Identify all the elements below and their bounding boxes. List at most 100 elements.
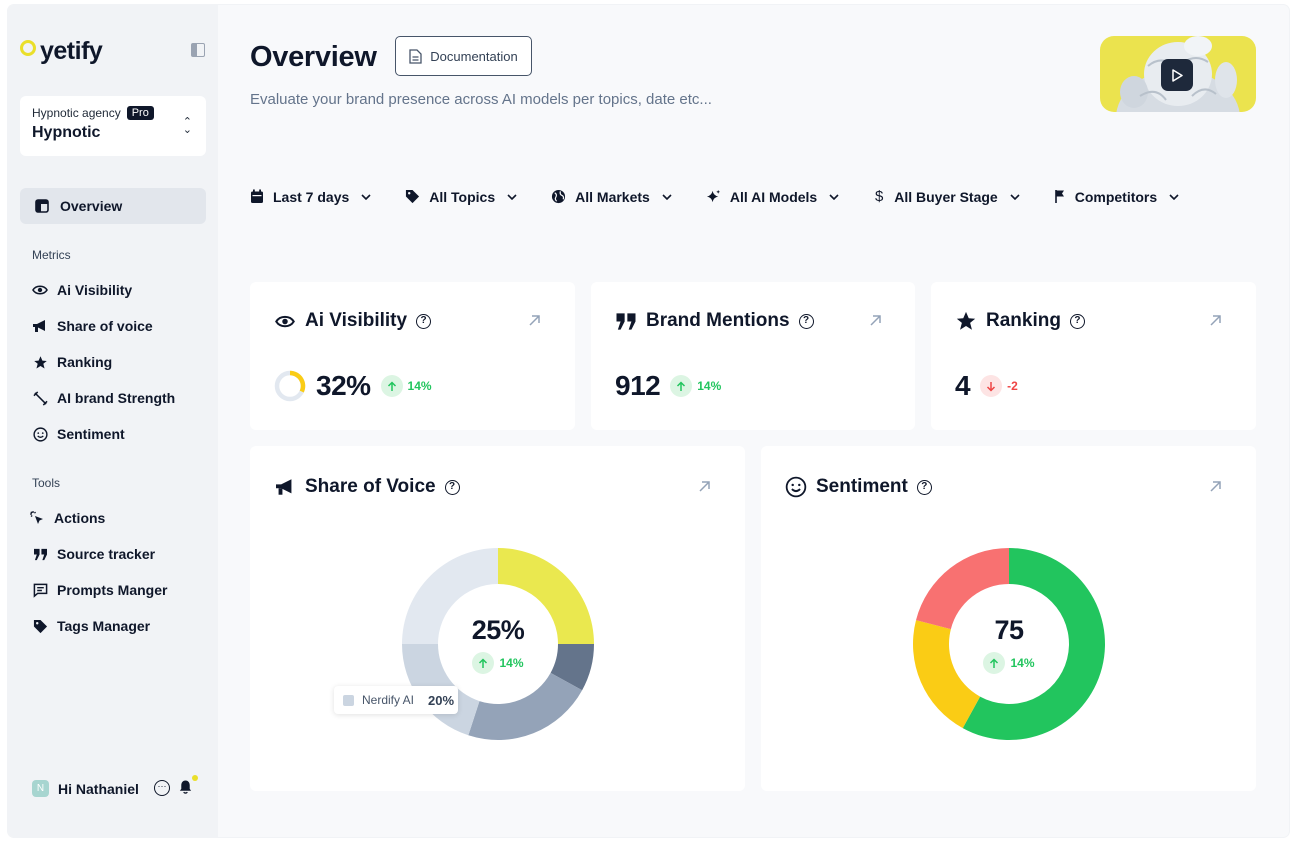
cursor-click-icon (29, 510, 45, 526)
sidebar-item-source-tracker[interactable]: Source tracker (32, 546, 155, 562)
sentiment-donut-chart: 75 14% (912, 547, 1106, 741)
tag-icon (406, 189, 420, 204)
filter-label: All Markets (575, 188, 650, 205)
arrow-up-right-icon[interactable] (1209, 480, 1222, 493)
chevron-down-icon (662, 193, 672, 200)
tools-section-label: Tools (32, 476, 61, 490)
sidebar-item-label: AI brand Strength (57, 390, 176, 406)
megaphone-icon (32, 318, 48, 334)
filter-markets[interactable]: All Markets (551, 188, 672, 205)
delta-badge: 14% (912, 652, 1106, 674)
donut-slice[interactable] (550, 644, 594, 691)
arrow-up-right-icon[interactable] (528, 314, 541, 327)
donut-slice[interactable] (498, 548, 594, 644)
sidebar-item-label: Source tracker (57, 546, 156, 562)
delta-badge: 14% (380, 375, 432, 397)
sidebar-item-label: Prompts Manger (57, 582, 168, 598)
filter-topics[interactable]: All Topics (405, 188, 517, 205)
help-icon[interactable]: ? (444, 479, 460, 495)
documentation-button[interactable]: Documentation (395, 36, 532, 76)
more-icon[interactable]: ··· (154, 780, 170, 796)
user-greeting: Hi Nathaniel (58, 780, 139, 797)
donut-slice[interactable] (916, 548, 1009, 630)
main-content: Overview Documentation Evaluate your bra… (218, 5, 1289, 837)
delta-badge: 14% (670, 375, 721, 397)
delta-value: 14% (499, 656, 524, 670)
ranking-card: Ranking ? 4 -2 (931, 282, 1256, 430)
notification-dot (192, 775, 198, 781)
sidebar-item-actions[interactable]: Actions (29, 510, 105, 526)
sidebar-item-label: Tags Manager (57, 618, 151, 634)
help-icon[interactable]: ? (916, 479, 932, 495)
card-title: Ai Visibility (305, 310, 408, 331)
play-button[interactable] (1161, 59, 1193, 91)
donut-slice[interactable] (962, 548, 1105, 740)
sparkle-icon (706, 189, 720, 203)
quote-icon (616, 312, 636, 330)
sidebar-item-overview[interactable]: Overview (20, 188, 206, 224)
layout-icon (34, 198, 50, 214)
delta-badge: -2 (980, 375, 1018, 397)
bell-icon[interactable] (178, 779, 193, 800)
user-profile[interactable]: N Hi Nathaniel (32, 780, 139, 797)
tooltip-swatch (343, 694, 354, 706)
sidebar-item-prompts-manager[interactable]: Prompts Manger (32, 582, 167, 598)
card-title: Share of Voice (305, 476, 436, 497)
flag-icon (1054, 190, 1064, 203)
intro-video-thumbnail[interactable] (1100, 36, 1256, 112)
chevron-down-icon (1010, 193, 1020, 200)
workspace-name: Hypnotic (32, 124, 101, 141)
sidebar-item-share-of-voice[interactable]: Share of voice (32, 318, 153, 334)
visibility-progress-ring (274, 370, 306, 402)
plan-badge: Pro (126, 106, 154, 120)
page-subtitle: Evaluate your brand presence across AI m… (250, 91, 712, 108)
filter-competitors[interactable]: Competitors (1054, 188, 1179, 205)
chat-icon (32, 582, 48, 598)
sidebar-collapse-icon[interactable] (191, 43, 205, 57)
donut-slice[interactable] (402, 548, 498, 644)
filter-label: Last 7 days (273, 188, 350, 205)
arrow-up-right-icon[interactable] (698, 480, 711, 493)
calendar-icon (251, 189, 263, 203)
smile-icon (785, 476, 807, 498)
filter-date[interactable]: Last 7 days (250, 188, 371, 205)
sidebar-item-sentiment[interactable]: Sentiment (32, 426, 125, 442)
tooltip-label: Nerdify AI (362, 693, 415, 707)
arrow-down-icon (980, 375, 1003, 397)
help-icon[interactable]: ? (1069, 313, 1085, 329)
avatar: N (32, 780, 49, 797)
tooltip-value: 20% (428, 692, 455, 708)
filter-bar: Last 7 days All Topics All Markets All A… (250, 188, 1179, 205)
metric-value: 912 (615, 370, 661, 401)
smile-icon (32, 426, 48, 442)
brand-logo[interactable]: yetify (20, 37, 103, 66)
help-icon[interactable]: ? (416, 313, 432, 329)
chart-tooltip: Nerdify AI 20% (334, 686, 458, 714)
delta-value: -2 (1007, 379, 1018, 393)
chevron-down-icon (1169, 193, 1179, 200)
sidebar-item-label: Sentiment (57, 426, 125, 442)
filter-buyer-stage[interactable]: $ All Buyer Stage (873, 188, 1020, 205)
donut-slice[interactable] (468, 672, 583, 740)
tag-icon (32, 618, 48, 634)
filter-ai-models[interactable]: All AI Models (706, 188, 839, 205)
arrow-up-right-icon[interactable] (1209, 314, 1222, 327)
card-title: Brand Mentions (646, 310, 790, 331)
arrow-up-right-icon[interactable] (869, 314, 882, 327)
donut-slice[interactable] (913, 620, 981, 729)
sidebar-item-ai-brand-strength[interactable]: AI brand Strength (32, 390, 175, 406)
workspace-switcher[interactable]: Hypnotic agency Pro Hypnotic ⌃ ⌄ (20, 96, 206, 156)
chevron-up-down-icon: ⌃ ⌄ (182, 116, 192, 136)
sidebar-item-ai-visibility[interactable]: Ai Visibility (32, 282, 132, 298)
help-icon[interactable]: ? (798, 313, 814, 329)
donut-center-value: 25% (471, 615, 525, 645)
metrics-section-label: Metrics (32, 248, 71, 262)
play-icon (1172, 68, 1183, 82)
star-icon (32, 354, 48, 370)
star-icon (956, 311, 976, 330)
sidebar-item-tags-manager[interactable]: Tags Manager (32, 618, 150, 634)
sidebar-item-ranking[interactable]: Ranking (32, 354, 112, 370)
filter-label: All Buyer Stage (894, 188, 998, 205)
filter-label: All AI Models (729, 188, 818, 205)
share-of-voice-donut-chart: 25% 14% (401, 547, 595, 741)
